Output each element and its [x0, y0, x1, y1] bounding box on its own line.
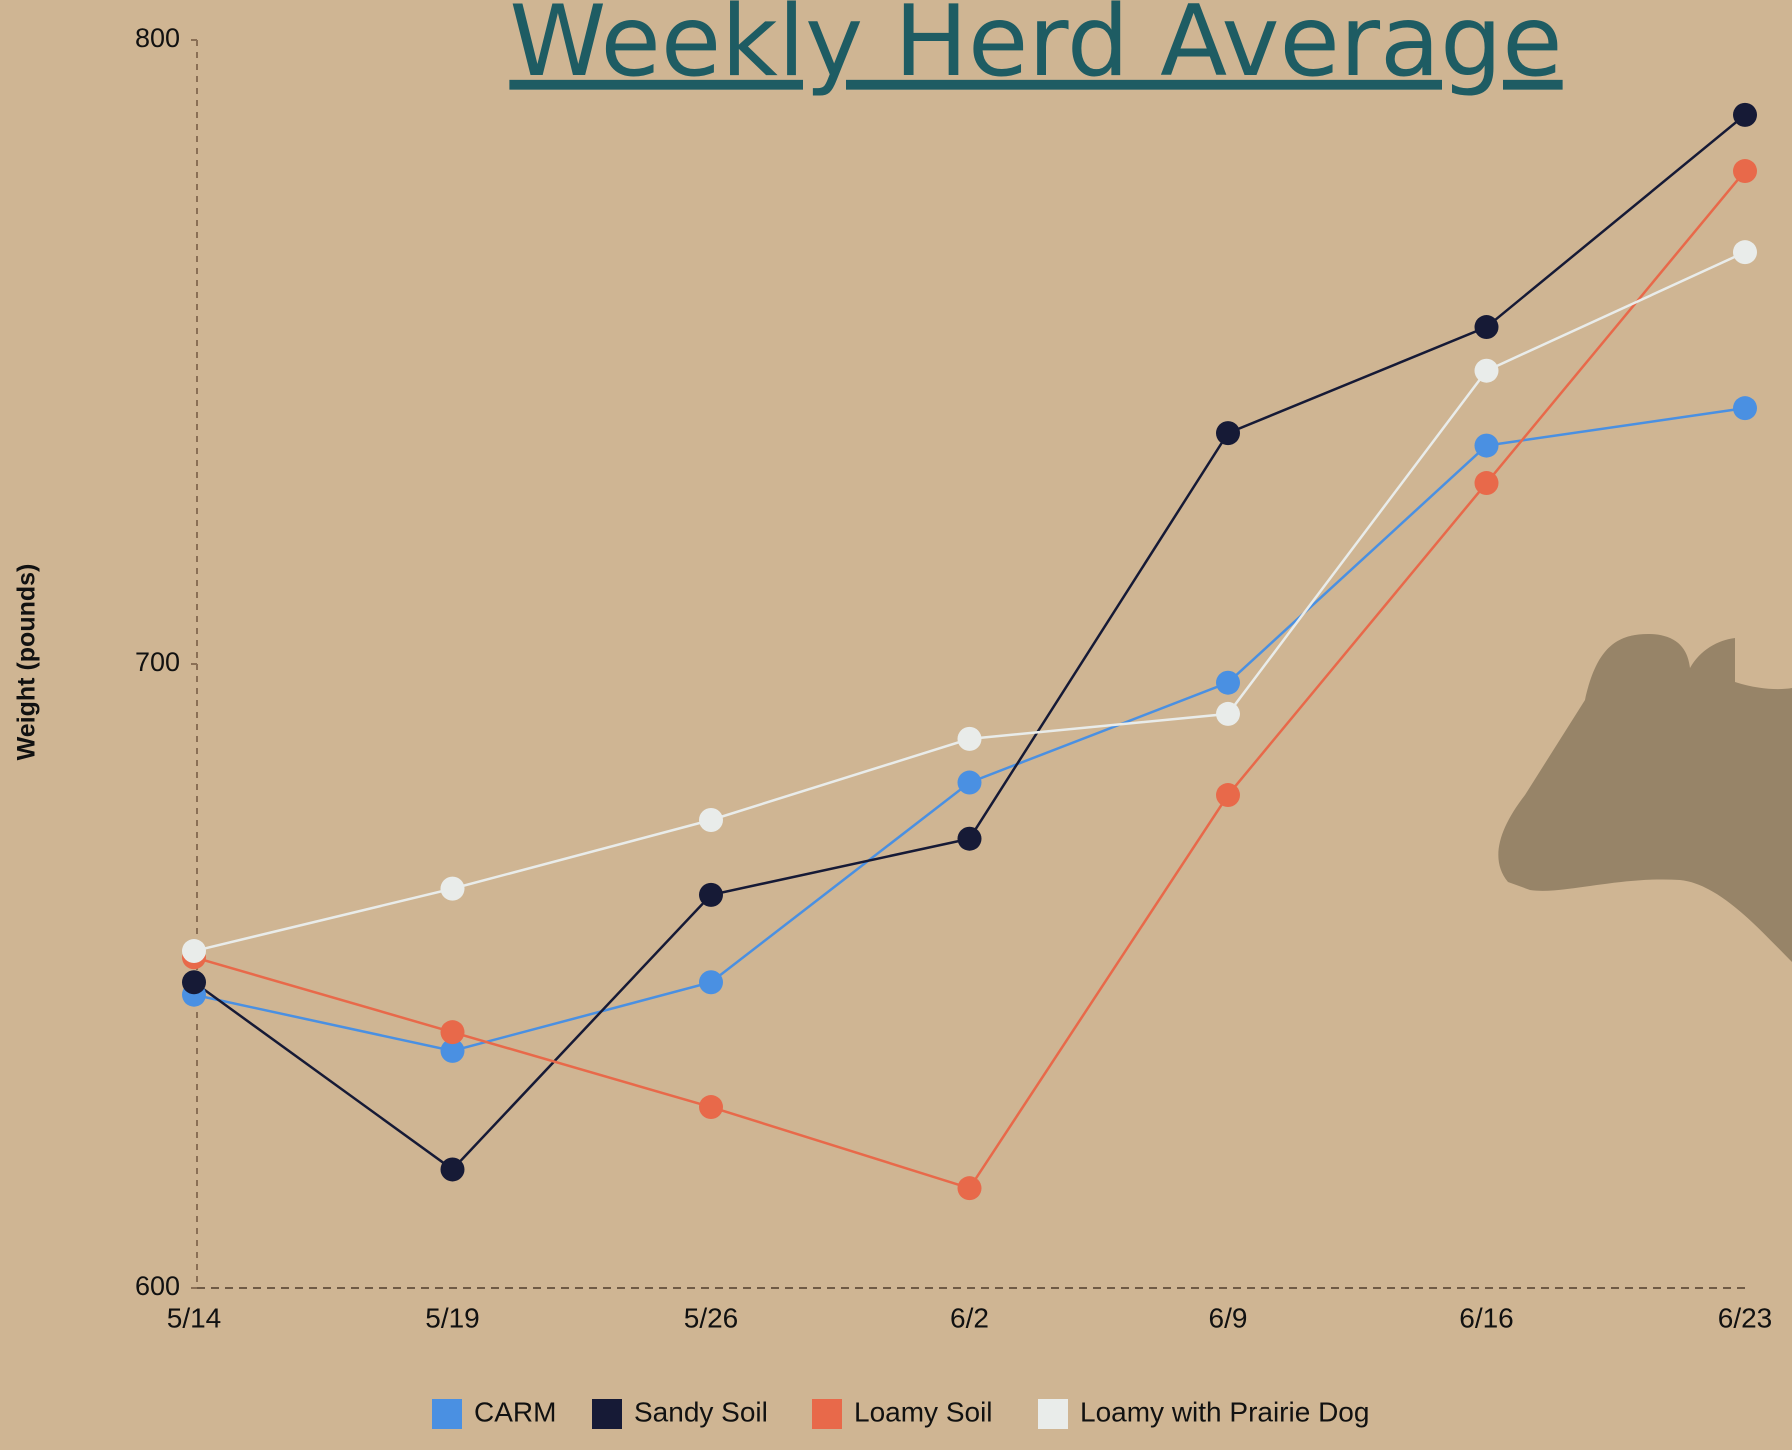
data-point [1216, 701, 1240, 726]
data-point [1733, 159, 1757, 184]
legend-label: Loamy with Prairie Dog [1080, 1396, 1369, 1427]
x-tick-label: 6/23 [1718, 1302, 1773, 1333]
y-tick-label: 700 [135, 647, 180, 677]
x-tick-label: 6/2 [950, 1302, 989, 1333]
legend-swatch [812, 1399, 842, 1429]
data-point [957, 1176, 982, 1201]
data-point [1474, 471, 1499, 496]
data-point [440, 876, 465, 901]
legend-swatch [592, 1399, 622, 1429]
legend-label: Loamy Soil [854, 1396, 993, 1427]
data-point [1216, 670, 1240, 695]
data-point [440, 1038, 465, 1063]
x-tick-label: 5/26 [684, 1302, 739, 1333]
data-point [1216, 783, 1240, 808]
x-tick-label: 5/19 [425, 1302, 480, 1333]
data-point [1474, 358, 1499, 383]
data-point [699, 1095, 723, 1120]
y-tick-label: 600 [135, 1271, 180, 1301]
legend-label: CARM [474, 1396, 556, 1427]
data-point [699, 882, 723, 907]
legend-swatch [1038, 1399, 1068, 1429]
cow-silhouette [1498, 634, 1792, 962]
data-point [957, 770, 982, 795]
x-tick-label: 6/9 [1209, 1302, 1248, 1333]
data-point [1733, 240, 1757, 265]
data-point [1216, 421, 1240, 446]
data-point [1733, 396, 1757, 421]
data-point [440, 1157, 465, 1182]
legend-label: Sandy Soil [634, 1396, 768, 1427]
data-point [1733, 102, 1757, 127]
data-point [182, 939, 206, 964]
data-point [699, 808, 723, 832]
data-point [957, 826, 982, 851]
y-axis-label: Weight (pounds) [13, 564, 41, 761]
data-point [699, 970, 723, 995]
y-tick-label: 800 [135, 23, 180, 53]
data-point [1474, 315, 1499, 340]
data-point [440, 1020, 465, 1045]
x-tick-label: 5/14 [167, 1302, 222, 1333]
legend-swatch [432, 1399, 462, 1429]
x-tick-label: 6/16 [1459, 1302, 1514, 1333]
data-point [957, 726, 982, 751]
data-point [1474, 433, 1499, 458]
data-point [182, 970, 206, 995]
chart-title: Weekly Herd Average [509, 0, 1562, 99]
